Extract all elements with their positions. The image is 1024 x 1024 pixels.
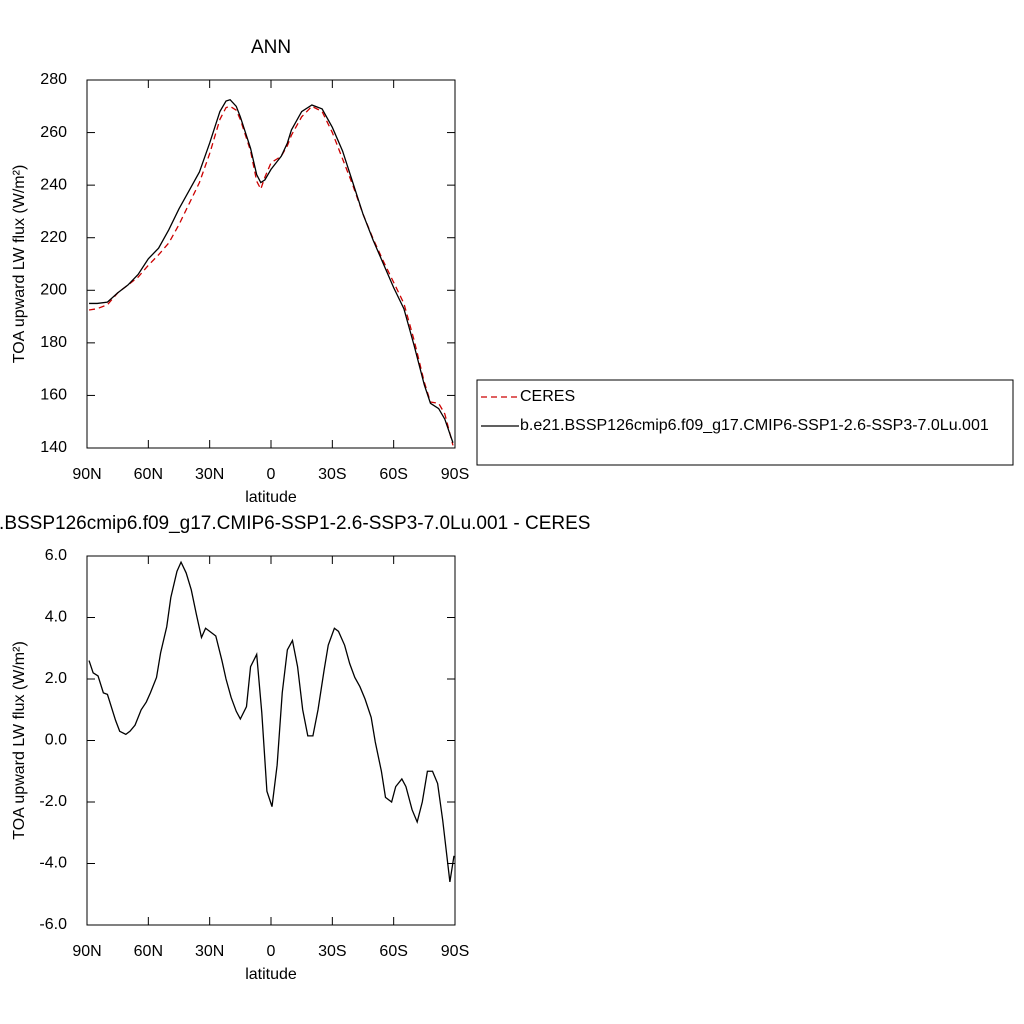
y-tick-label: 280 bbox=[40, 71, 67, 88]
legend-label: b.e21.BSSP126cmip6.f09_g17.CMIP6-SSP1-2.… bbox=[520, 417, 989, 434]
line-series bbox=[88, 560, 455, 883]
y-tick-label: 240 bbox=[40, 176, 67, 193]
x-tick-label: 90N bbox=[72, 943, 101, 960]
x-tick-label: 60N bbox=[134, 943, 163, 960]
x-axis-label: latitude bbox=[245, 489, 297, 506]
y-tick-label: 220 bbox=[40, 229, 67, 246]
y-axis-label: TOA upward LW flux (W/m²) bbox=[11, 165, 28, 364]
x-tick-label: 60N bbox=[134, 466, 163, 483]
x-tick-label: 60S bbox=[379, 943, 407, 960]
y-tick-label: 2.0 bbox=[45, 670, 67, 687]
x-tick-label: 60S bbox=[379, 466, 407, 483]
x-tick-label: 90S bbox=[441, 943, 469, 960]
y-tick-label: 4.0 bbox=[45, 609, 67, 626]
plot-frame bbox=[86, 555, 456, 926]
x-tick-label: 30N bbox=[195, 466, 224, 483]
x-tick-label: 30N bbox=[195, 943, 224, 960]
y-tick-label: 260 bbox=[40, 124, 67, 141]
y-axis-label: TOA upward LW flux (W/m²) bbox=[11, 641, 28, 840]
y-tick-label: 200 bbox=[40, 282, 67, 299]
x-tick-label: 90N bbox=[72, 466, 101, 483]
y-tick-label: 160 bbox=[40, 387, 67, 404]
x-tick-label: 0 bbox=[267, 466, 276, 483]
plot-frame bbox=[86, 79, 456, 449]
y-tick-label: 140 bbox=[40, 439, 67, 456]
x-tick-label: 90S bbox=[441, 466, 469, 483]
x-tick-label: 30S bbox=[318, 466, 346, 483]
y-tick-label: 0.0 bbox=[45, 732, 67, 749]
y-tick-label: 180 bbox=[40, 334, 67, 351]
y-tick-label: -4.0 bbox=[39, 855, 67, 872]
y-tick-label: 6.0 bbox=[45, 547, 67, 564]
line-series bbox=[89, 98, 454, 443]
chart-title: b.e21.BSSP126cmip6.f09_g17.CMIP6-SSP1-2.… bbox=[0, 513, 590, 534]
x-tick-label: 0 bbox=[267, 943, 276, 960]
legend-label: CERES bbox=[520, 388, 575, 405]
legend-box bbox=[476, 379, 1014, 466]
x-tick-label: 30S bbox=[318, 943, 346, 960]
chart-title: ANN bbox=[251, 37, 291, 58]
y-tick-label: -6.0 bbox=[39, 916, 67, 933]
y-tick-label: -2.0 bbox=[39, 793, 67, 810]
x-axis-label: latitude bbox=[245, 966, 297, 983]
line-series bbox=[88, 105, 454, 446]
